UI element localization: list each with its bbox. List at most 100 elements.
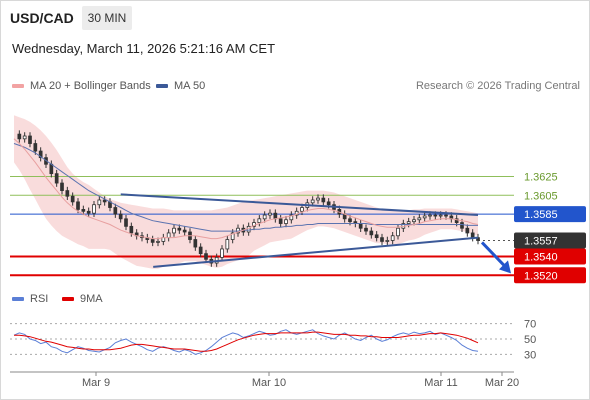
ma20-swatch: [12, 84, 24, 89]
legend-ma50-label: MA 50: [174, 80, 206, 92]
legend-9ma-label: 9MA: [80, 293, 103, 305]
x-tick-label: Mar 10: [252, 377, 286, 389]
rsi-swatch: [12, 297, 24, 302]
candle-body: [433, 214, 438, 217]
candle-body: [444, 214, 448, 217]
candle-body: [369, 230, 374, 236]
candle-body: [268, 212, 272, 216]
candle-body: [321, 197, 326, 203]
rsi-tick-70: 70: [524, 319, 536, 331]
rsi-tick-30: 30: [524, 349, 536, 361]
candle-body: [454, 218, 459, 223]
candle-body: [92, 204, 96, 214]
candle-body: [86, 210, 91, 214]
candle-body: [225, 239, 230, 250]
candle-body: [38, 150, 43, 159]
legend-rsi-label: RSI: [30, 293, 49, 305]
candle-body: [76, 201, 80, 210]
rsi-series-1: [14, 331, 479, 352]
candle-body: [406, 221, 411, 224]
candle-body: [390, 235, 395, 241]
forecast-arrow-head: [499, 260, 511, 274]
candle-body: [417, 217, 422, 221]
candle-body: [49, 163, 54, 175]
level-label-1.3625: 1.3625: [524, 171, 558, 183]
level-label-1.3520: 1.3520: [524, 270, 558, 282]
candle-body: [428, 214, 432, 217]
candle-body: [422, 215, 427, 219]
legend-9ma: 9MA: [62, 293, 103, 305]
candle-body: [300, 207, 304, 212]
level-label-1.3585: 1.3585: [524, 209, 558, 221]
legend-ma20-label: MA 20 + Bollinger Bands: [30, 80, 151, 92]
rsi-tick-50: 50: [524, 334, 536, 346]
x-tick-label: Mar 11: [424, 377, 457, 389]
candle-body: [257, 218, 262, 223]
candle-body: [172, 227, 176, 234]
candle-body: [284, 219, 288, 224]
forecast-arrow-shaft: [480, 241, 509, 270]
level-box-1.3520: [514, 267, 586, 284]
candle-body: [22, 135, 27, 140]
timeframe-button[interactable]: 30 MIN: [82, 6, 132, 30]
candle-body: [54, 173, 59, 184]
level-label-1.3605: 1.3605: [524, 190, 558, 202]
candle-body: [470, 232, 475, 239]
candle-body: [97, 199, 102, 206]
ma50-line: [13, 143, 478, 232]
candle-body: [278, 218, 283, 224]
candle-body: [60, 182, 64, 191]
level-box-1.3557: [514, 232, 586, 249]
legend-ma50: MA 50: [156, 80, 205, 92]
level-label-1.3557: 1.3557: [524, 235, 558, 247]
candle-body: [204, 253, 208, 260]
candle-body: [289, 214, 294, 221]
candle-body: [385, 240, 390, 242]
candle-body: [129, 225, 134, 234]
x-tick-label: Mar 20: [485, 377, 519, 389]
level-box-1.3585: [514, 206, 586, 223]
level-box-1.3540: [514, 248, 586, 265]
candle-body: [326, 201, 331, 206]
candle-body: [182, 229, 187, 233]
level-label-1.3540: 1.3540: [524, 251, 558, 263]
rsi-series-0: [13, 329, 479, 355]
candle-body: [198, 246, 203, 255]
bollinger-band: [14, 115, 478, 269]
candle-body: [364, 227, 368, 232]
candle-body: [70, 195, 75, 203]
candle-body: [348, 218, 352, 223]
candle-body: [150, 239, 155, 243]
candle-body: [412, 219, 416, 223]
credit-text: Research © 2026 Trading Central: [415, 80, 580, 92]
candle-body: [262, 214, 267, 220]
candle-body: [124, 218, 128, 227]
candle-body: [118, 213, 123, 220]
candle-body: [374, 234, 379, 239]
candle-body: [220, 248, 224, 258]
candle-body: [193, 239, 198, 248]
candle-body: [465, 227, 470, 234]
candle-body: [102, 199, 107, 203]
candle-body: [113, 207, 118, 215]
legend-ma20: MA 20 + Bollinger Bands: [12, 80, 151, 92]
candle-body: [310, 199, 315, 204]
candle-body: [358, 223, 363, 229]
chart-datetime: Wednesday, March 11, 2026 5:21:16 AM CET: [12, 41, 276, 56]
ma9-swatch: [62, 297, 74, 302]
candle-body: [380, 237, 384, 242]
legend-rsi: RSI: [12, 293, 48, 305]
candle-body: [316, 197, 320, 201]
symbol-title: USD/CAD: [10, 10, 74, 26]
candle-body: [396, 227, 400, 237]
ma20-line: [13, 138, 479, 240]
candle-body: [438, 214, 443, 217]
candle-body: [81, 209, 86, 212]
candle-body: [230, 232, 235, 240]
candle-body: [33, 143, 38, 152]
candle-body: [65, 190, 70, 197]
candle-body: [28, 135, 32, 144]
candle-body: [177, 227, 182, 231]
candle-body: [460, 222, 464, 229]
